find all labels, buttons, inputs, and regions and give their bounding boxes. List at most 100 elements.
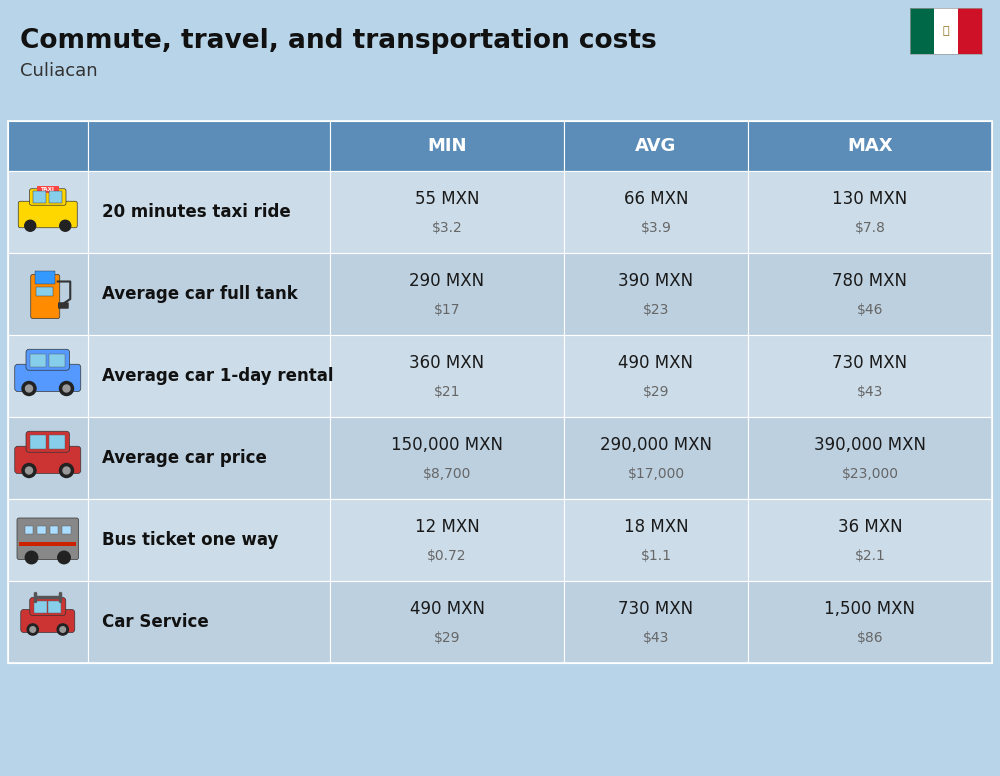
Text: MIN: MIN (427, 137, 467, 155)
Text: $7.8: $7.8 (855, 221, 885, 235)
Circle shape (26, 385, 32, 392)
FancyBboxPatch shape (34, 601, 47, 613)
Text: $23,000: $23,000 (841, 467, 898, 481)
FancyBboxPatch shape (62, 526, 71, 534)
Text: AVG: AVG (635, 137, 677, 155)
Text: $23: $23 (643, 303, 669, 317)
FancyBboxPatch shape (748, 335, 992, 417)
Circle shape (63, 385, 70, 392)
Text: 780 MXN: 780 MXN (832, 272, 907, 290)
Text: 150,000 MXN: 150,000 MXN (391, 436, 503, 454)
Text: $29: $29 (643, 385, 669, 399)
FancyBboxPatch shape (36, 185, 59, 193)
Text: 290 MXN: 290 MXN (409, 272, 485, 290)
Text: $2.1: $2.1 (855, 549, 885, 563)
FancyBboxPatch shape (748, 499, 992, 581)
Circle shape (22, 382, 36, 396)
FancyBboxPatch shape (50, 526, 58, 534)
Text: $43: $43 (857, 385, 883, 399)
Text: MAX: MAX (847, 137, 893, 155)
Text: $86: $86 (857, 631, 883, 645)
FancyBboxPatch shape (330, 499, 564, 581)
FancyBboxPatch shape (17, 518, 78, 559)
FancyBboxPatch shape (564, 581, 748, 663)
Text: $1.1: $1.1 (640, 549, 672, 563)
Text: $0.72: $0.72 (427, 549, 467, 563)
FancyBboxPatch shape (748, 581, 992, 663)
Text: Commute, travel, and transportation costs: Commute, travel, and transportation cost… (20, 28, 657, 54)
FancyBboxPatch shape (330, 253, 564, 335)
FancyBboxPatch shape (18, 201, 77, 227)
FancyBboxPatch shape (49, 435, 64, 449)
Text: $21: $21 (434, 385, 460, 399)
FancyBboxPatch shape (49, 354, 64, 368)
FancyBboxPatch shape (19, 542, 76, 546)
Text: 290,000 MXN: 290,000 MXN (600, 436, 712, 454)
FancyBboxPatch shape (30, 435, 46, 449)
FancyBboxPatch shape (748, 417, 992, 499)
Circle shape (63, 467, 70, 474)
Text: $8,700: $8,700 (423, 467, 471, 481)
Text: 20 minutes taxi ride: 20 minutes taxi ride (102, 203, 291, 221)
FancyBboxPatch shape (564, 417, 748, 499)
Text: 130 MXN: 130 MXN (832, 190, 908, 208)
Circle shape (58, 551, 70, 563)
Text: TAXI: TAXI (41, 187, 55, 192)
Text: 66 MXN: 66 MXN (624, 190, 688, 208)
FancyBboxPatch shape (88, 335, 330, 417)
FancyBboxPatch shape (8, 499, 88, 581)
FancyBboxPatch shape (88, 253, 330, 335)
Text: 🦅: 🦅 (943, 26, 949, 36)
FancyBboxPatch shape (37, 526, 46, 534)
FancyBboxPatch shape (958, 8, 982, 54)
Text: Average car 1-day rental: Average car 1-day rental (102, 367, 334, 385)
FancyBboxPatch shape (26, 349, 70, 370)
FancyBboxPatch shape (31, 275, 60, 318)
FancyBboxPatch shape (564, 335, 748, 417)
Text: Average car full tank: Average car full tank (102, 285, 298, 303)
Text: $46: $46 (857, 303, 883, 317)
Text: Car Service: Car Service (102, 613, 209, 631)
Text: 12 MXN: 12 MXN (415, 518, 479, 536)
Text: 1,500 MXN: 1,500 MXN (824, 600, 915, 618)
FancyBboxPatch shape (8, 171, 88, 253)
Circle shape (22, 463, 36, 477)
FancyBboxPatch shape (564, 499, 748, 581)
FancyBboxPatch shape (49, 192, 62, 203)
FancyBboxPatch shape (748, 121, 992, 171)
FancyBboxPatch shape (330, 417, 564, 499)
Text: $43: $43 (643, 631, 669, 645)
Circle shape (60, 463, 74, 477)
FancyBboxPatch shape (36, 286, 53, 296)
Text: Average car price: Average car price (102, 449, 267, 467)
FancyBboxPatch shape (24, 526, 33, 534)
Circle shape (60, 220, 71, 231)
Circle shape (30, 627, 36, 632)
FancyBboxPatch shape (910, 8, 934, 54)
Circle shape (27, 624, 38, 635)
Text: $3.2: $3.2 (432, 221, 462, 235)
FancyBboxPatch shape (330, 335, 564, 417)
FancyBboxPatch shape (88, 121, 330, 171)
FancyBboxPatch shape (88, 417, 330, 499)
Text: $3.9: $3.9 (641, 221, 671, 235)
FancyBboxPatch shape (8, 581, 88, 663)
FancyBboxPatch shape (30, 354, 46, 368)
Circle shape (26, 467, 32, 474)
Text: 360 MXN: 360 MXN (409, 354, 485, 372)
FancyBboxPatch shape (748, 171, 992, 253)
Text: 18 MXN: 18 MXN (624, 518, 688, 536)
Text: $29: $29 (434, 631, 460, 645)
FancyBboxPatch shape (330, 121, 564, 171)
Text: 390 MXN: 390 MXN (618, 272, 694, 290)
FancyBboxPatch shape (748, 253, 992, 335)
Text: 730 MXN: 730 MXN (618, 600, 694, 618)
FancyBboxPatch shape (88, 581, 330, 663)
FancyBboxPatch shape (88, 499, 330, 581)
FancyBboxPatch shape (564, 171, 748, 253)
FancyBboxPatch shape (8, 121, 88, 171)
FancyBboxPatch shape (8, 417, 88, 499)
FancyBboxPatch shape (88, 171, 330, 253)
Text: 36 MXN: 36 MXN (838, 518, 902, 536)
FancyBboxPatch shape (15, 364, 81, 392)
